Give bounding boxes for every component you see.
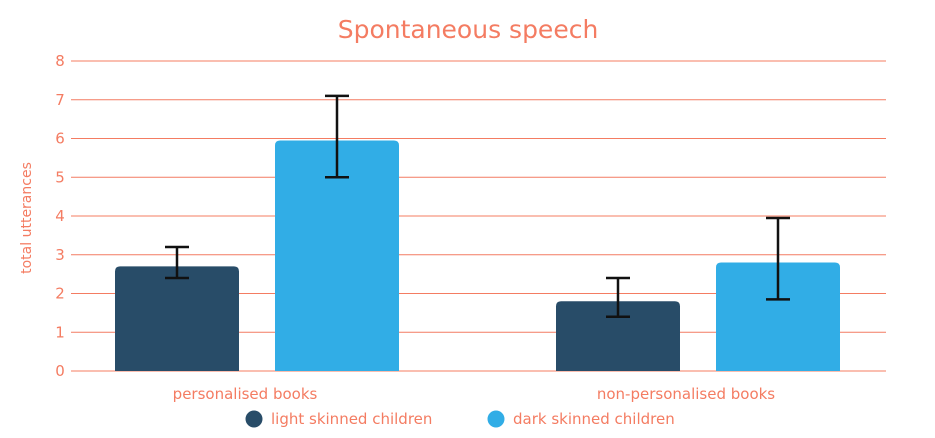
bar-light-skinned-children-personalised-books [115,266,239,371]
x-category-label: non-personalised books [597,385,775,403]
chart-title: Spontaneous speech [338,15,599,44]
y-tick-label: 7 [55,91,65,109]
legend-item: light skinned children [245,410,432,428]
y-tick-label: 5 [55,168,65,186]
legend-swatch [245,410,263,428]
y-tick-label: 0 [55,362,65,380]
y-tick-label: 6 [55,130,65,148]
y-tick-label: 8 [55,52,65,70]
error-bar [165,245,189,280]
bar-dark-skinned-children-personalised-books [275,140,399,371]
legend-swatch [487,410,505,428]
error-bar [325,94,349,179]
y-axis-label: total utterances [19,162,35,274]
y-tick-label: 3 [55,246,65,264]
y-tick-label: 1 [55,323,65,341]
error-bar [766,216,790,301]
y-tick-label: 4 [55,207,65,225]
legend-item: dark skinned children [487,410,675,428]
legend-label: light skinned children [271,410,432,428]
bar-light-skinned-children-non-personalised-books [556,301,680,371]
legend-label: dark skinned children [513,410,675,428]
y-tick-label: 2 [55,285,65,303]
y-tick-labels: 0 1 2 3 4 5 6 7 8 [55,52,65,380]
legend: light skinned children dark skinned child… [245,410,675,428]
error-bars [165,94,790,318]
error-bar [606,276,630,318]
bars [115,140,840,371]
x-category-label: personalised books [173,385,318,403]
bar-dark-skinned-children-non-personalised-books [716,262,840,371]
x-category-labels: personalised books non-personalised books [173,385,776,403]
